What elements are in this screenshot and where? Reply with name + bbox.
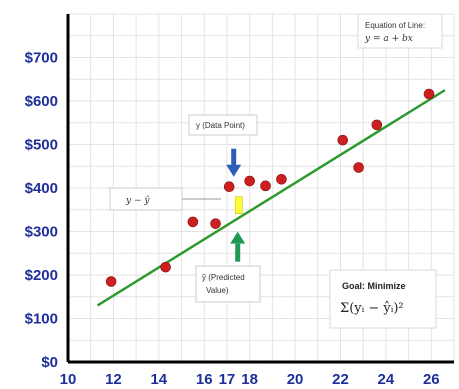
- predicted-callout-line1: ŷ (Predicted: [202, 273, 245, 282]
- x-tick-label: 20: [287, 371, 304, 388]
- predicted-callout-box: [195, 265, 261, 303]
- data-point-callout-label: y (Data Point): [196, 121, 245, 130]
- data-point-arrow-shaft: [231, 148, 237, 167]
- y-tick-label: $300: [25, 224, 58, 241]
- x-tick-label: 16: [196, 371, 213, 388]
- annotations: Equation of Line: y = a + bx y (Data Poi…: [109, 13, 443, 329]
- y-tick-label: $400: [25, 180, 58, 197]
- axes: [66, 14, 454, 364]
- data-point: [244, 175, 255, 187]
- x-tick-label: 18: [241, 371, 258, 388]
- data-point: [423, 88, 435, 100]
- y-tick-label: $100: [25, 311, 58, 328]
- residual-bar: [234, 196, 243, 214]
- data-point: [160, 261, 171, 273]
- data-points: [105, 88, 435, 287]
- y-tick-labels: $0 $100 $200 $300 $400 $500 $600 $700: [25, 50, 58, 372]
- y-tick-label: $700: [25, 50, 58, 67]
- equation-box: [357, 13, 443, 49]
- fit-line: [96, 89, 446, 307]
- x-tick-label: 17: [219, 371, 236, 388]
- data-point-arrow-head: [226, 164, 242, 177]
- data-point: [371, 119, 383, 131]
- x-tick-label: 12: [105, 371, 122, 388]
- data-point: [276, 174, 287, 185]
- data-point: [337, 134, 349, 146]
- predicted-callout-line2: Value): [206, 286, 229, 295]
- y-tick-label: $500: [25, 137, 58, 154]
- data-point: [210, 218, 221, 229]
- goal-formula: Σ(yᵢ − ŷᵢ)²: [340, 301, 404, 316]
- x-tick-labels: 10 12 14 16 17 18 20 22 24 26: [60, 371, 440, 388]
- data-point: [187, 216, 199, 228]
- x-tick-label: 26: [423, 371, 440, 388]
- y-tick-label: $0: [41, 354, 58, 371]
- data-point-callout-box: [188, 114, 258, 136]
- equation-text: y = a + bx: [364, 34, 413, 44]
- y-tick-label: $600: [25, 93, 58, 110]
- x-tick-label: 24: [378, 371, 395, 388]
- regression-line: [96, 89, 446, 307]
- x-tick-label: 10: [60, 371, 77, 388]
- y-tick-label: $200: [25, 267, 58, 284]
- x-tick-label: 14: [150, 371, 167, 388]
- predicted-arrow-shaft: [235, 243, 241, 262]
- data-point: [223, 181, 235, 192]
- goal-title: Goal: Minimize: [342, 281, 406, 291]
- data-point: [260, 180, 271, 192]
- equation-title: Equation of Line:: [365, 21, 425, 30]
- residual-marks: [226, 148, 246, 262]
- predicted-arrow-head: [230, 231, 246, 244]
- goal-box: [329, 269, 437, 329]
- data-point: [105, 276, 117, 287]
- x-tick-label: 22: [332, 371, 349, 388]
- data-point: [353, 162, 364, 173]
- residual-callout-label: y − ŷ: [125, 195, 150, 206]
